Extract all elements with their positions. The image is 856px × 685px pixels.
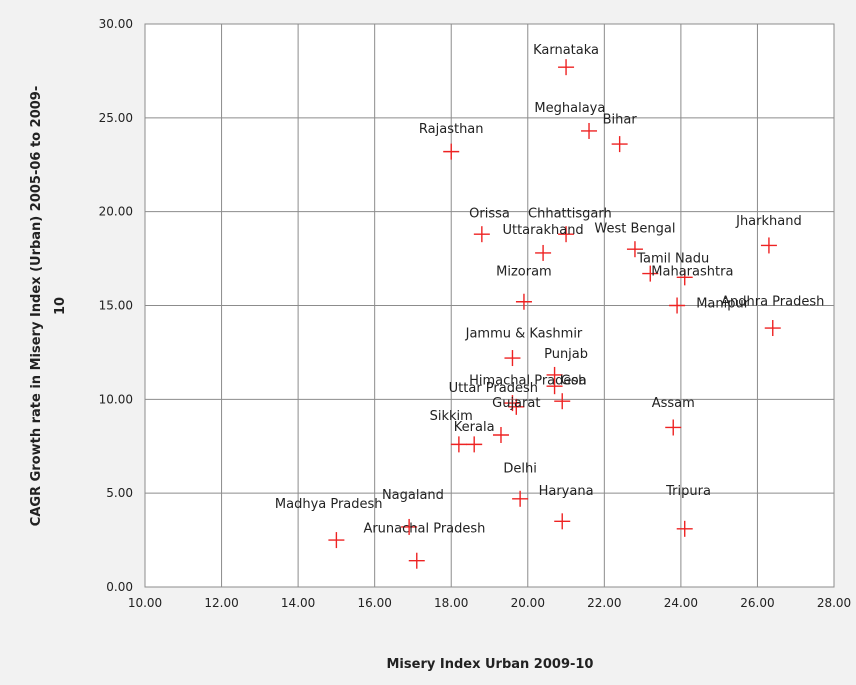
data-point xyxy=(466,436,483,453)
y-tick-label: 0.00 xyxy=(106,580,133,594)
x-tick-label: 16.00 xyxy=(357,596,391,610)
data-point xyxy=(512,490,529,507)
point-label: Uttar Pradesh xyxy=(449,381,538,396)
data-point xyxy=(473,226,490,243)
x-tick-label: 24.00 xyxy=(664,596,698,610)
point-label: Meghalaya xyxy=(534,101,605,116)
point-label: Bihar xyxy=(603,112,638,127)
x-tick-label: 22.00 xyxy=(587,596,621,610)
data-point xyxy=(508,398,525,415)
x-tick-label: 12.00 xyxy=(204,596,238,610)
data-point xyxy=(535,244,552,261)
x-axis-title: Misery Index Urban 2009-10 xyxy=(387,657,594,672)
data-point xyxy=(328,532,345,549)
point-label: West Bengal xyxy=(594,221,675,236)
point-label: Goa xyxy=(561,373,587,388)
x-tick-labels: 10.00 12.00 14.00 16.00 18.00 20.00 22.00 24.00… xyxy=(128,596,851,610)
y-tick-label: 5.00 xyxy=(106,486,133,500)
y-tick-label: 25.00 xyxy=(99,111,133,125)
data-point xyxy=(450,436,467,453)
data-point xyxy=(764,320,781,337)
point-label: Orissa xyxy=(469,206,510,221)
data-point xyxy=(492,426,509,443)
data-point xyxy=(665,419,682,436)
data-point xyxy=(581,122,598,139)
data-point xyxy=(626,241,643,258)
x-tick-label: 10.00 xyxy=(128,596,162,610)
data-point xyxy=(554,393,571,410)
point-label: Maharashtra xyxy=(651,264,733,279)
point-label: Himachal Pradesh xyxy=(469,373,586,388)
x-tick-label: 14.00 xyxy=(281,596,315,610)
grid xyxy=(144,23,835,588)
y-tick-labels: 0.00 5.00 10.00 15.00 20.00 25.00 30.00 xyxy=(99,17,133,594)
data-point xyxy=(408,552,425,569)
point-label: Kerala xyxy=(454,420,495,435)
point-label: Chhattisgarh xyxy=(528,206,612,221)
data-point xyxy=(546,378,563,395)
data-point xyxy=(558,59,575,76)
data-point xyxy=(676,269,693,286)
x-tick-label: 26.00 xyxy=(740,596,774,610)
data-points xyxy=(328,59,781,569)
point-label: Manipur xyxy=(696,296,750,311)
point-label: Mizoram xyxy=(496,264,552,279)
x-tick-label: 28.00 xyxy=(817,596,851,610)
point-label: Haryana xyxy=(539,484,594,499)
point-label: Andhra Pradesh xyxy=(721,295,824,310)
y-axis-title-line-2: 10 xyxy=(53,297,68,315)
point-label: Tripura xyxy=(665,484,711,499)
y-tick-label: 10.00 xyxy=(99,392,133,406)
point-label: Rajasthan xyxy=(419,122,484,137)
point-label: Assam xyxy=(652,396,695,411)
data-point xyxy=(443,143,460,160)
data-point xyxy=(558,226,575,243)
point-label: Punjab xyxy=(544,347,588,362)
data-point xyxy=(504,395,521,412)
point-label: Jammu & Kashmir xyxy=(465,326,583,341)
point-label: Karnataka xyxy=(533,43,599,58)
y-axis-title-line-1: CAGR Growth rate in Misery Index (Urban)… xyxy=(29,86,44,526)
y-tick-label: 30.00 xyxy=(99,17,133,31)
point-label: Jharkhand xyxy=(735,214,802,229)
data-point xyxy=(669,297,686,314)
y-axis-title: CAGR Growth rate in Misery Index (Urban)… xyxy=(29,86,68,526)
point-label: Uttarakhand xyxy=(502,223,583,238)
point-label: Gujarat xyxy=(492,396,540,411)
point-label: Nagaland xyxy=(382,488,444,503)
x-tick-label: 20.00 xyxy=(511,596,545,610)
data-point xyxy=(760,237,777,254)
data-point xyxy=(676,520,693,537)
data-point xyxy=(504,350,521,367)
point-label: Sikkim xyxy=(430,409,473,424)
point-label: Tamil Nadu xyxy=(636,251,709,266)
data-point xyxy=(515,293,532,310)
y-tick-label: 15.00 xyxy=(99,299,133,313)
data-point xyxy=(401,518,418,535)
point-label: Madhya Pradesh xyxy=(275,497,383,512)
data-point xyxy=(554,513,571,530)
data-point xyxy=(611,136,628,153)
data-point xyxy=(642,265,659,282)
y-tick-label: 20.00 xyxy=(99,205,133,219)
point-label: Arunachal Pradesh xyxy=(363,522,485,537)
x-tick-label: 18.00 xyxy=(434,596,468,610)
point-label: Delhi xyxy=(503,462,536,477)
